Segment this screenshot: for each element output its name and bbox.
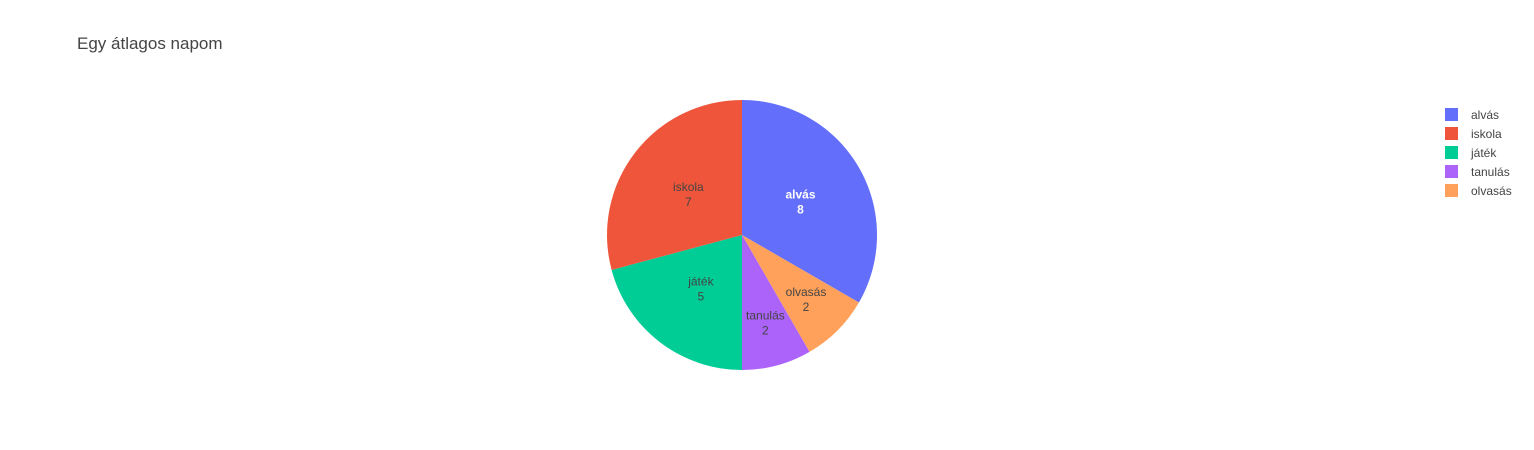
legend-swatch-játék [1445,146,1458,159]
legend-label-alvás: alvás [1471,107,1500,122]
chart-title: Egy átlagos napom [77,34,223,53]
legend-swatch-tanulás [1445,165,1458,178]
legend: alvás iskola játék tanulás olvasás [1440,105,1530,200]
legend-swatch-alvás [1445,108,1458,121]
legend-label-játék: játék [1471,145,1497,160]
legend-item-iskola[interactable]: iskola [1440,124,1530,143]
pie-slice-label-olvasás: olvasás 2 [786,285,827,314]
pie-slice-label-játék: játék 5 [687,275,714,304]
legend-label-iskola: iskola [1471,126,1502,141]
pie-slice-label-alvás: alvás 8 [785,187,815,216]
pie-slice-label-tanulás: tanulás 2 [746,308,785,337]
legend-item-alvás[interactable]: alvás [1440,105,1530,124]
legend-label-olvasás: olvasás [1471,183,1512,198]
pie-slice-alvás[interactable] [742,100,877,303]
pie-slice-label-iskola: iskola 7 [673,180,704,209]
pie-slice-tanulás[interactable] [742,235,810,370]
legend-label-tanulás: tanulás [1471,164,1510,179]
legend-swatch-olvasás [1445,184,1458,197]
legend-item-tanulás[interactable]: tanulás [1440,162,1530,181]
legend-item-játék[interactable]: játék [1440,143,1530,162]
legend-item-olvasás[interactable]: olvasás [1440,181,1530,200]
legend-swatch-iskola [1445,127,1458,140]
pie-slice-olvasás[interactable] [742,235,859,352]
pie-slice-játék[interactable] [611,235,742,370]
pie-slice-iskola[interactable] [607,100,742,270]
